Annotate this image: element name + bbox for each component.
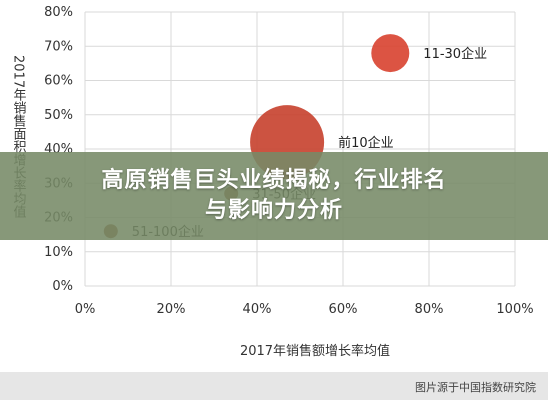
banner-title-line-1: 高原销售巨头业绩揭秘，行业排名: [101, 168, 447, 193]
bubble-label: 11-30企业: [423, 46, 487, 62]
x-tick-label: 60%: [329, 302, 358, 317]
x-tick-label: 80%: [415, 302, 444, 317]
x-tick-label: 40%: [243, 302, 272, 317]
title-banner: 高原销售巨头业绩揭秘，行业排名 与影响力分析: [0, 152, 548, 240]
x-tick-label: 0%: [75, 302, 96, 317]
y-tick-label: 50%: [44, 108, 73, 123]
x-tick-label: 100%: [496, 302, 533, 317]
banner-title-line-2: 与影响力分析: [204, 198, 343, 223]
y-axis-ticks: 0%10%20%30%40%50%60%70%80%: [44, 5, 73, 294]
y-tick-label: 0%: [52, 279, 73, 294]
y-tick-label: 70%: [44, 39, 73, 54]
source-credit: 图片源于中国指数研究院: [415, 381, 536, 394]
y-tick-label: 60%: [44, 74, 73, 89]
x-axis-ticks: 0% 20% 40% 60% 80% 100%: [75, 302, 534, 317]
y-tick-label: 80%: [44, 5, 73, 20]
bubble: [371, 34, 410, 73]
bubble-label: 前10企业: [338, 135, 394, 151]
x-tick-label: 20%: [157, 302, 186, 317]
x-axis-label: 2017年销售额增长率均值: [240, 343, 390, 359]
y-tick-label: 10%: [44, 245, 73, 260]
footer-bar: 图片源于中国指数研究院: [0, 372, 548, 400]
